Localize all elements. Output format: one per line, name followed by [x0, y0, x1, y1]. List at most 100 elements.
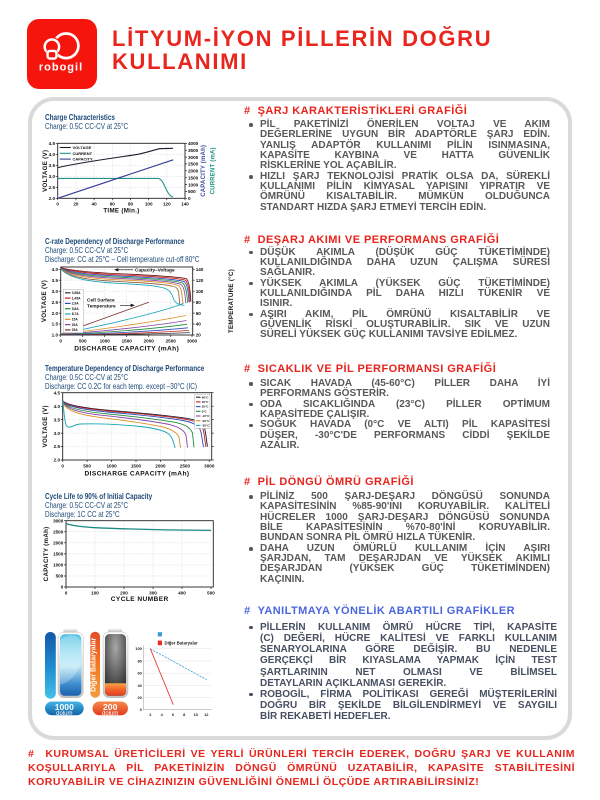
svg-text:15A: 15A	[72, 318, 79, 322]
svg-text:40: 40	[137, 683, 141, 688]
svg-text:robogil: robogil	[39, 61, 83, 73]
svg-text:CYCLE NUMBER: CYCLE NUMBER	[111, 596, 169, 603]
svg-text:1.5: 1.5	[52, 322, 59, 327]
svg-text:4.0: 4.0	[54, 404, 61, 409]
svg-text:3000: 3000	[188, 155, 199, 160]
svg-text:20: 20	[196, 333, 202, 338]
svg-text:2500: 2500	[53, 530, 64, 535]
svg-text:0: 0	[140, 707, 142, 712]
svg-text:60: 60	[110, 202, 116, 207]
svg-text:VOLTAGE (V): VOLTAGE (V)	[42, 150, 49, 192]
svg-text:4000: 4000	[188, 141, 199, 146]
svg-text:CAPACITY: CAPACITY	[73, 157, 93, 162]
svg-text:3000: 3000	[204, 464, 215, 469]
svg-text:20A: 20A	[72, 323, 79, 327]
svg-text:5,8A: 5,8A	[72, 307, 80, 311]
svg-text:500: 500	[207, 591, 215, 596]
svg-text:VOLTAGE (V): VOLTAGE (V)	[41, 280, 48, 322]
svg-text:45°C: 45°C	[202, 400, 210, 404]
svg-text:60°C: 60°C	[202, 395, 210, 399]
svg-text:Diğer Bataryalar: Diğer Bataryalar	[90, 637, 97, 691]
svg-text:10: 10	[194, 712, 198, 717]
svg-text:4.0: 4.0	[49, 152, 56, 157]
svg-text:25A: 25A	[72, 328, 79, 332]
svg-text:1500: 1500	[122, 339, 133, 344]
svg-text:0: 0	[188, 196, 191, 201]
svg-text:TIME (Min.): TIME (Min.)	[103, 208, 139, 215]
svg-text:400: 400	[178, 591, 186, 596]
svg-text:120: 120	[163, 202, 171, 207]
svg-text:500: 500	[56, 574, 64, 579]
svg-text:200: 200	[103, 702, 118, 712]
svg-text:80: 80	[137, 658, 141, 663]
svg-text:3.5: 3.5	[49, 163, 56, 168]
svg-text:100: 100	[91, 591, 99, 596]
svg-text:2000: 2000	[144, 339, 155, 344]
svg-text:0: 0	[56, 202, 59, 207]
svg-text:TEMPERATURE (°C): TEMPERATURE (°C)	[228, 269, 235, 333]
svg-text:140: 140	[181, 202, 189, 207]
svg-text:2: 2	[149, 712, 152, 717]
svg-text:2.0: 2.0	[54, 458, 61, 463]
svg-text:Cell Surface: Cell Surface	[87, 298, 115, 304]
svg-text:3.5: 3.5	[54, 417, 61, 422]
svg-text:140: 140	[196, 267, 204, 272]
svg-text:4.5: 4.5	[54, 390, 61, 395]
svg-text:3.5: 3.5	[52, 278, 59, 283]
svg-text:2000: 2000	[53, 541, 64, 546]
svg-text:DISCHARGE CAPACITY (mAh): DISCHARGE CAPACITY (mAh)	[85, 471, 190, 478]
svg-text:2000: 2000	[155, 464, 166, 469]
svg-text:CAPACITY (mAh): CAPACITY (mAh)	[43, 526, 50, 581]
svg-text:1000: 1000	[53, 563, 64, 568]
svg-text:1000: 1000	[100, 339, 111, 344]
svg-text:2500: 2500	[166, 339, 177, 344]
svg-text:4.5: 4.5	[49, 141, 56, 146]
svg-text:1,45A: 1,45A	[72, 296, 81, 300]
svg-text:2500: 2500	[188, 162, 199, 167]
svg-text:12: 12	[204, 712, 209, 717]
svg-text:Temperature: Temperature	[87, 304, 116, 310]
svg-text:Capacity–Voltage: Capacity–Voltage	[135, 268, 175, 274]
svg-text:0: 0	[59, 339, 62, 344]
svg-text:VOLTAGE (V): VOLTAGE (V)	[42, 405, 49, 447]
svg-text:20: 20	[73, 202, 79, 207]
svg-text:2.5: 2.5	[52, 300, 59, 305]
svg-text:8,7A: 8,7A	[72, 312, 80, 316]
svg-text:4.0: 4.0	[52, 267, 59, 272]
svg-text:8: 8	[183, 712, 186, 717]
svg-text:1000: 1000	[55, 702, 74, 712]
svg-text:100: 100	[145, 202, 153, 207]
svg-text:80: 80	[196, 300, 202, 305]
svg-text:3.0: 3.0	[49, 174, 56, 179]
svg-text:60: 60	[196, 311, 202, 316]
svg-text:100: 100	[196, 289, 204, 294]
svg-text:CAPACITY (mAh): CAPACITY (mAh)	[201, 145, 207, 197]
svg-text:1500: 1500	[131, 464, 142, 469]
svg-text:dolum: dolum	[56, 711, 72, 717]
svg-text:100: 100	[135, 646, 142, 651]
svg-text:20: 20	[137, 695, 141, 700]
svg-text:VOLTAGE: VOLTAGE	[73, 145, 92, 150]
svg-text:2.0: 2.0	[52, 311, 59, 316]
svg-text:25°C: 25°C	[202, 405, 210, 409]
svg-text:CURRENT (mA): CURRENT (mA)	[211, 147, 217, 194]
svg-text:Diğer Bataryalar: Diğer Bataryalar	[165, 641, 199, 646]
svg-text:3500: 3500	[188, 148, 199, 153]
svg-text:2,9A: 2,9A	[72, 302, 80, 306]
svg-text:3000: 3000	[53, 518, 64, 523]
svg-text:dolum: dolum	[102, 711, 118, 717]
svg-text:2.5: 2.5	[54, 444, 61, 449]
svg-text:CURRENT: CURRENT	[73, 151, 93, 156]
svg-text:120: 120	[196, 278, 204, 283]
svg-text:0: 0	[61, 585, 64, 590]
svg-text:-30°C: -30°C	[202, 424, 211, 428]
svg-text:2000: 2000	[188, 169, 199, 174]
svg-text:500: 500	[188, 189, 196, 194]
svg-text:1000: 1000	[106, 464, 117, 469]
svg-text:-20°C: -20°C	[202, 419, 211, 423]
svg-text:2.5: 2.5	[49, 185, 56, 190]
svg-text:0: 0	[65, 591, 68, 596]
svg-text:80: 80	[128, 202, 134, 207]
svg-text:300: 300	[149, 591, 157, 596]
svg-text:1.0: 1.0	[52, 333, 59, 338]
